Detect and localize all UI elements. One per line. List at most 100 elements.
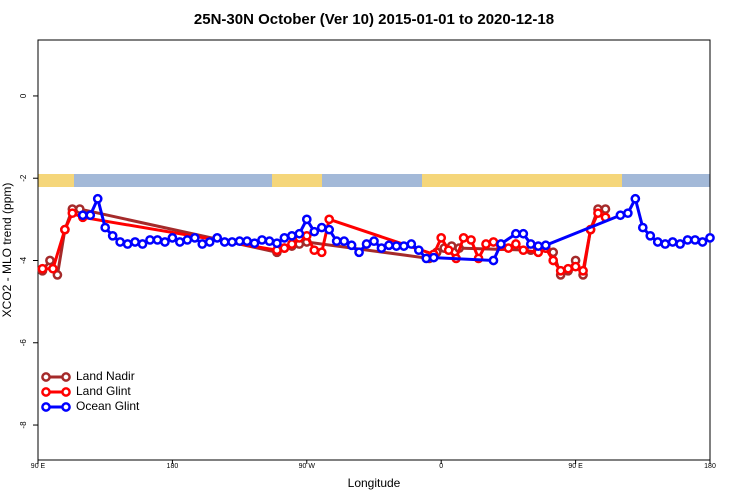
legend-marker xyxy=(41,387,51,397)
y-tick-label: -2 xyxy=(19,174,28,182)
data-point xyxy=(660,239,671,249)
data-point xyxy=(309,226,320,237)
legend-marker xyxy=(61,372,71,382)
data-point xyxy=(361,239,372,249)
data-point xyxy=(160,237,170,247)
plot-frame xyxy=(37,39,711,461)
data-point xyxy=(152,235,163,245)
data-point xyxy=(384,240,394,251)
data-point xyxy=(697,237,708,247)
data-point xyxy=(399,241,409,251)
data-point xyxy=(279,243,290,253)
legend-marker xyxy=(41,402,51,412)
data-point xyxy=(249,238,260,249)
data-point xyxy=(503,243,514,253)
series xyxy=(37,208,611,276)
data-point xyxy=(52,270,63,280)
data-point xyxy=(563,263,573,274)
data-point xyxy=(107,230,118,241)
data-point xyxy=(204,237,215,247)
data-point xyxy=(458,233,469,243)
x-tick-label: 90 W xyxy=(299,463,316,470)
data-point xyxy=(682,235,693,245)
data-point xyxy=(167,233,178,243)
data-point xyxy=(339,236,349,247)
data-point xyxy=(540,240,551,251)
data-point xyxy=(264,236,275,247)
data-point xyxy=(428,252,439,263)
land-strip xyxy=(422,174,622,187)
data-point xyxy=(227,237,237,247)
data-point xyxy=(92,193,103,204)
data-point xyxy=(376,243,387,253)
data-point xyxy=(637,222,648,233)
data-point xyxy=(436,233,447,243)
data-point xyxy=(645,230,656,241)
data-point xyxy=(525,239,536,249)
data-point xyxy=(324,224,335,235)
data-point xyxy=(60,224,70,235)
legend-label: Ocean Glint xyxy=(76,399,140,413)
data-point xyxy=(369,236,379,247)
data-point xyxy=(630,193,641,204)
data-point xyxy=(115,237,125,247)
x-tick-label: 180 xyxy=(167,463,179,470)
data-point xyxy=(48,263,58,274)
map-strip xyxy=(38,174,710,187)
data-point xyxy=(391,241,402,251)
data-point xyxy=(593,208,603,219)
data-point xyxy=(511,239,521,249)
data-point xyxy=(67,208,78,219)
data-point xyxy=(511,228,521,239)
data-point xyxy=(667,237,678,247)
legend-marker xyxy=(61,387,71,397)
data-point xyxy=(578,265,588,276)
data-point xyxy=(122,239,133,249)
data-point xyxy=(77,210,88,221)
data-point xyxy=(623,208,633,219)
data-point xyxy=(212,233,223,243)
data-point xyxy=(130,237,140,247)
data-point xyxy=(301,214,312,225)
data-point xyxy=(197,239,208,249)
y-tick-label: -6 xyxy=(19,339,28,347)
land-strip xyxy=(38,174,74,187)
y-tick-label: 0 xyxy=(19,93,28,98)
data-point xyxy=(316,222,327,233)
data-point xyxy=(309,245,320,256)
data-point xyxy=(287,239,297,249)
x-tick-label: 180 xyxy=(704,463,716,470)
data-point xyxy=(615,210,626,221)
data-point xyxy=(675,239,685,249)
legend-label: Land Glint xyxy=(76,384,131,398)
legend-marker xyxy=(41,372,51,382)
data-point xyxy=(481,239,491,249)
data-point xyxy=(705,233,715,243)
chart-title: 25N-30N October (Ver 10) 2015-01-01 to 2… xyxy=(194,11,554,28)
data-point xyxy=(234,236,245,247)
data-point xyxy=(555,265,566,276)
y-axis-label: XCO2 - MLO trend (ppm) xyxy=(0,183,14,318)
data-point xyxy=(466,235,476,245)
data-point xyxy=(279,233,290,243)
data-point xyxy=(257,235,267,245)
data-point xyxy=(421,253,432,264)
data-point xyxy=(488,255,499,266)
x-tick-label: 0 xyxy=(439,463,443,470)
data-point xyxy=(324,214,335,225)
series xyxy=(77,193,715,266)
data-point xyxy=(85,210,96,221)
data-point xyxy=(287,230,297,241)
data-point xyxy=(354,247,364,258)
land-strip xyxy=(272,174,322,187)
data-point xyxy=(331,236,342,247)
data-point xyxy=(652,237,663,247)
x-tick-label: 90 E xyxy=(31,463,46,470)
data-point xyxy=(189,233,200,243)
data-point xyxy=(518,245,529,256)
data-point xyxy=(518,228,529,239)
legend-label: Land Nadir xyxy=(76,369,135,383)
data-point xyxy=(272,238,282,249)
x-axis-label: Longitude xyxy=(348,476,401,490)
